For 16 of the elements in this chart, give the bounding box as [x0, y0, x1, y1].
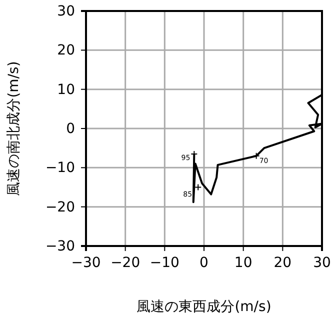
- y-tick-label: −30: [45, 238, 75, 254]
- y-tick-label: 10: [57, 82, 75, 98]
- x-tick-label: 10: [234, 254, 252, 271]
- y-tick-label: 0: [66, 120, 75, 137]
- y-tick-label: −10: [45, 160, 75, 176]
- x-tick-label: −30: [71, 254, 101, 271]
- x-tick-label: −20: [110, 254, 140, 271]
- y-tick-label: 30: [57, 3, 75, 20]
- x-axis-title: 風速の東西成分(m/s): [136, 299, 272, 315]
- x-tick-label: −10: [150, 254, 180, 271]
- y-tick-label: −20: [45, 199, 75, 216]
- y-tick-label: 20: [57, 42, 75, 59]
- x-tick-label: 0: [200, 254, 208, 271]
- x-tick-label: 20: [274, 254, 292, 271]
- y-axis-title: 風速の南北成分(m/s): [6, 61, 22, 196]
- x-tick-label: 30: [313, 254, 331, 271]
